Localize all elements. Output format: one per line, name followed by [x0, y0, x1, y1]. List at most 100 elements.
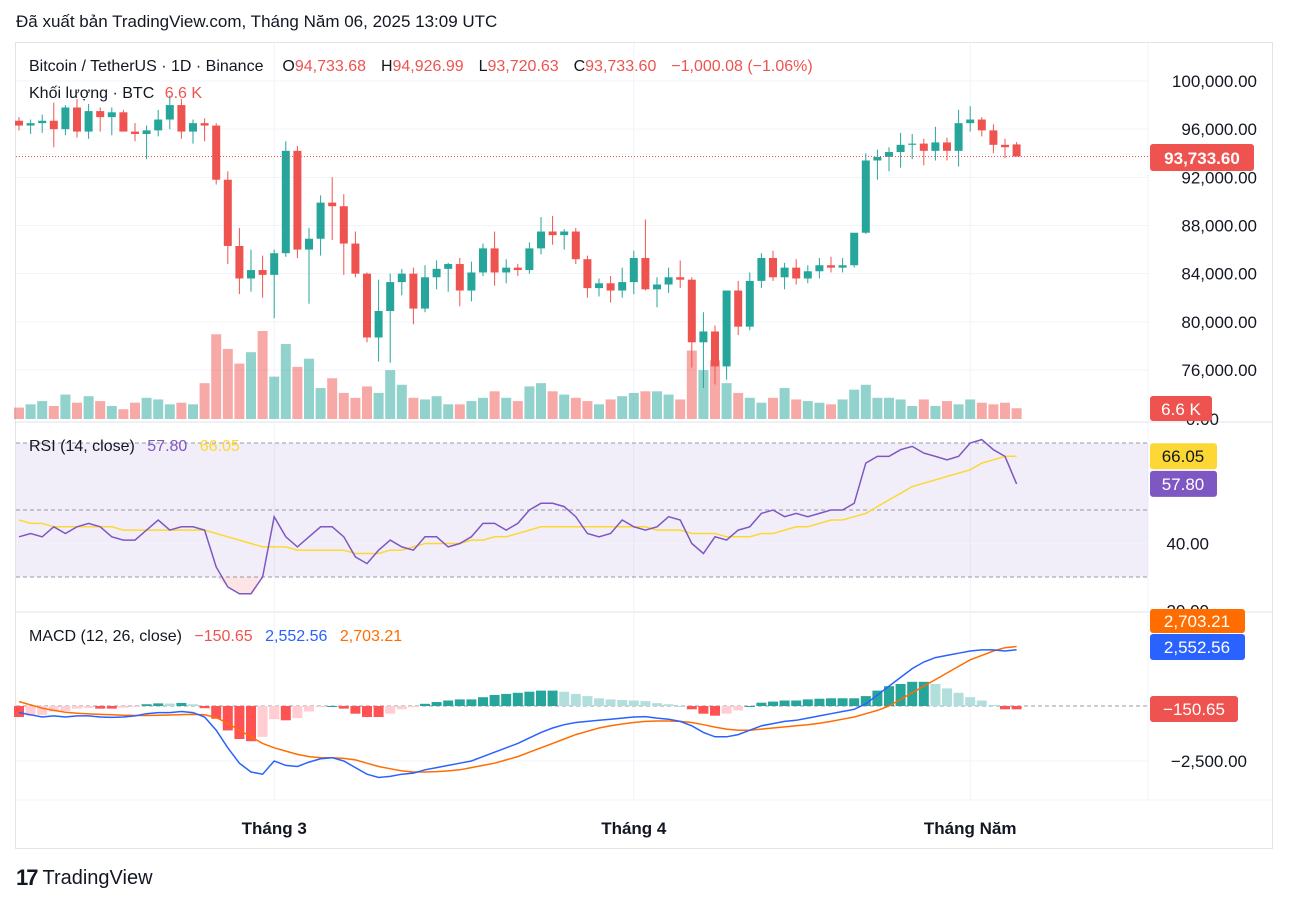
macd-histogram-bar [547, 690, 558, 706]
volume-bar [118, 409, 129, 419]
volume-bar [362, 386, 372, 419]
volume-bar [269, 376, 280, 419]
volume-bar [895, 399, 906, 419]
volume-bar [257, 331, 268, 419]
open-label: O [282, 58, 295, 75]
volume-bar [222, 348, 233, 419]
volume-bar [25, 404, 36, 419]
macd-histogram-bar [733, 706, 744, 711]
tradingview-logo-icon[interactable]: 17 [16, 865, 39, 890]
candle-body [1012, 144, 1021, 157]
candle-body [919, 143, 928, 151]
candle-body [339, 206, 348, 244]
candle-body [734, 290, 743, 327]
volume-bar [48, 405, 59, 419]
volume-bar [141, 397, 152, 419]
candle-body [316, 202, 325, 239]
candle-body [769, 258, 777, 278]
macd-histogram-bar [988, 704, 999, 706]
candle-body [270, 253, 279, 275]
macd-histogram-bar [594, 698, 604, 706]
candle-body [247, 270, 255, 279]
volume-bar [802, 401, 813, 419]
macd-histogram-bar [965, 697, 976, 706]
macd-histogram-bar [872, 690, 883, 706]
macd-signal-tag-text: 2,703.21 [1164, 612, 1230, 631]
macd-histogram-bar [907, 681, 918, 706]
macd-label[interactable]: MACD (12, 26, close) [29, 628, 182, 645]
candle-body [374, 310, 383, 338]
macd-histogram-bar [315, 706, 326, 708]
candle-body [26, 123, 35, 126]
rsi-label[interactable]: RSI (14, close) [29, 438, 135, 455]
rsi-ma-tag-text: 66.05 [1162, 447, 1205, 466]
volume-bar [814, 402, 825, 419]
macd-tag [1150, 634, 1245, 660]
volume-bar [559, 394, 570, 419]
macd-histogram-bar [362, 706, 372, 717]
volume-bar [153, 399, 164, 419]
symbol-label[interactable]: Bitcoin / TetherUS · 1D · Binance [29, 58, 264, 75]
candle-body [177, 105, 186, 132]
candle-body [525, 248, 534, 271]
volume-bar [721, 383, 732, 419]
macd-histogram-bar [292, 706, 303, 719]
candle-body [861, 160, 870, 233]
tradingview-brand[interactable]: TradingView [42, 866, 153, 889]
volume-bar [83, 396, 94, 419]
time-axis-label: Tháng 4 [601, 819, 667, 838]
volume-bar [454, 404, 465, 419]
volume-bar [640, 391, 651, 419]
volume-bar [976, 402, 987, 419]
last-price-tag [1150, 144, 1254, 171]
volume-bar [304, 358, 314, 419]
macd-histogram-bar [280, 706, 291, 721]
candle-body [537, 231, 545, 249]
volume-bar [536, 383, 546, 419]
volume-bar [570, 397, 581, 419]
volume-bar [234, 363, 245, 419]
volume-bar [211, 334, 222, 419]
volume-bar [501, 397, 512, 419]
candle-body [699, 331, 708, 343]
macd-histogram-bar [48, 706, 59, 712]
candle-body [989, 130, 998, 145]
macd-histogram-bar [118, 706, 129, 708]
macd-signal-line [18, 645, 1017, 773]
candle-body [931, 142, 940, 151]
candle-body [513, 267, 522, 271]
volume-bar [443, 404, 454, 419]
volume-bar [188, 404, 198, 419]
low-value: 93,720.63 [487, 58, 559, 75]
macd-histogram-bar [512, 692, 523, 706]
macd-histogram-bar [478, 697, 488, 706]
volume-bar [37, 401, 48, 419]
time-axis-label: Tháng 3 [242, 819, 307, 838]
rsi-axis-label: 40.00 [1166, 535, 1209, 554]
macd-histogram-bar [976, 700, 987, 706]
candle-body [432, 268, 441, 278]
published-line: Đã xuất bản TradingView.com, Tháng Năm 0… [16, 12, 498, 31]
candle-body [606, 283, 615, 291]
macd-histogram-bar [37, 706, 48, 715]
volume-label[interactable]: Khối lượng · BTC [29, 85, 155, 102]
rsi-ma-value: 66.05 [199, 438, 240, 455]
candle-body [154, 119, 163, 131]
candle-body [490, 248, 499, 273]
macd-histogram-bar [942, 688, 952, 706]
volume-bar [396, 384, 407, 419]
volume-bar [652, 391, 662, 419]
candle-body [850, 232, 859, 266]
candle-body [873, 156, 882, 161]
volume-bar [431, 396, 442, 419]
candle-body [711, 331, 719, 367]
footer: 17 TradingView [16, 865, 153, 891]
macd-histogram-bar [640, 701, 651, 706]
macd-histogram-bar [536, 690, 546, 706]
volume-bar [907, 405, 918, 419]
volume-bar [965, 399, 976, 419]
macd-histogram-bar [72, 706, 82, 709]
volume-bar [72, 402, 82, 419]
volume-bar [466, 401, 477, 419]
